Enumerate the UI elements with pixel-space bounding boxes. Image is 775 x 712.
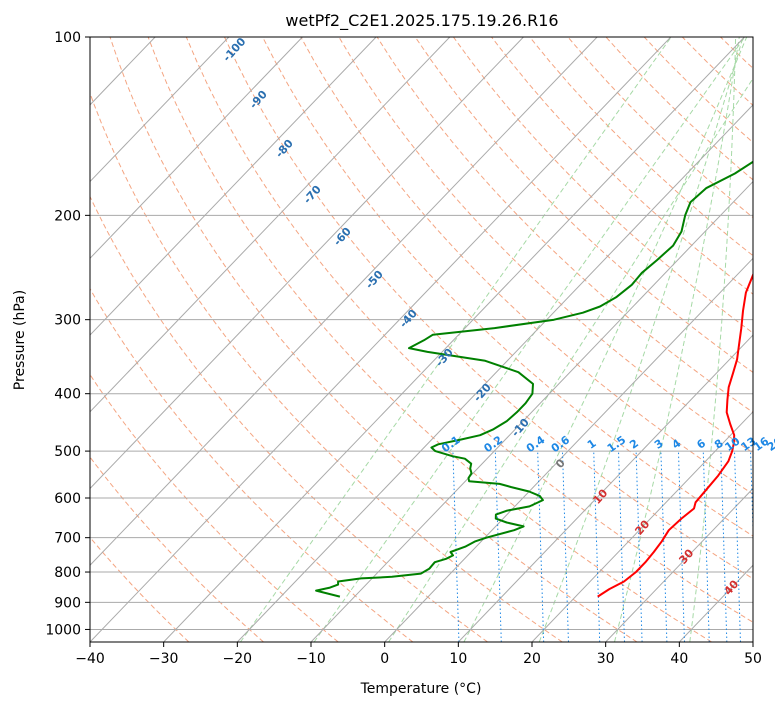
dry-adiabat-label: -40 [397, 307, 420, 331]
isotherm-line [237, 37, 775, 642]
x-tick-label: −20 [223, 651, 253, 667]
dry-adiabat-label: -60 [331, 225, 354, 249]
dry-adiabat-line [110, 37, 637, 642]
dry-adiabat-line [263, 37, 775, 642]
x-tick-label: −10 [296, 651, 326, 667]
y-tick-label: 400 [54, 387, 81, 403]
dry-adiabat-line [0, 37, 413, 642]
mixing-ratio-line [763, 451, 769, 642]
mixing-ratio-line [594, 451, 600, 642]
dry-adiabat-label: -30 [433, 346, 456, 370]
mixing-ratio-line [661, 451, 667, 642]
dry-adiabat-label: -70 [301, 183, 324, 207]
y-tick-label: 900 [54, 595, 81, 611]
mixing-ratio-label: 0.1 [439, 433, 462, 455]
dry-adiabat-line [453, 37, 775, 642]
dry-adiabat-line [721, 37, 775, 642]
background-lines [0, 37, 775, 642]
x-axis: −40 −30 −20 −10 0 10 20 30 40 50 [75, 642, 762, 667]
moist-adiabat-label: 30 [676, 546, 696, 566]
chart-title: wetPf2_C2E1.2025.175.19.26.R16 [285, 11, 558, 31]
mixing-ratio-label: 4 [670, 437, 684, 452]
moist-adiabat-line [314, 37, 745, 642]
dry-adiabat-line [0, 37, 189, 642]
isotherm-line [458, 37, 775, 642]
isotherm-line [90, 37, 671, 642]
moist-adiabat-line [240, 37, 671, 642]
mixing-ratio-label: 0.6 [549, 433, 573, 455]
x-tick-label: 50 [744, 651, 762, 667]
y-tick-label: 300 [54, 313, 81, 329]
dry-adiabat-label: -50 [363, 268, 386, 292]
moist-adiabat-line [690, 37, 736, 642]
dry-adiabat-label: -100 [220, 35, 248, 64]
dry-adiabat-line [682, 37, 775, 642]
x-tick-label: −30 [149, 651, 179, 667]
y-tick-label: 700 [54, 531, 81, 547]
data-lines [316, 37, 775, 597]
y-tick-label: 800 [54, 565, 81, 581]
x-tick-label: 10 [449, 651, 467, 667]
mixing-ratio-label: 20 [765, 434, 775, 454]
mixing-ratio-label: 0.2 [482, 433, 505, 455]
mixing-ratio-line [721, 451, 727, 642]
y-axis-label: Pressure (hPa) [12, 290, 28, 390]
isotherm-line [0, 37, 8, 642]
x-tick-label: 0 [380, 651, 389, 667]
dry-adiabat-label: -20 [471, 381, 494, 405]
mixing-ratio-label: 6 [694, 437, 708, 452]
mixing-ratio-label: 2 [627, 437, 641, 452]
isotherm-line [0, 37, 229, 642]
x-tick-label: 40 [670, 651, 688, 667]
dry-adiabat-line [0, 37, 263, 642]
y-tick-label: 100 [54, 30, 81, 46]
dry-adiabat-label: -10 [509, 416, 532, 440]
dry-adiabat-line [568, 37, 775, 642]
x-tick-label: 30 [597, 651, 615, 667]
plot-area: 0.10.20.40.611.52346810131620253036-100-… [0, 35, 775, 642]
moist-adiabat-label: 10 [590, 486, 610, 506]
mixing-ratio-line [636, 451, 642, 642]
isotherm-line [753, 37, 775, 642]
mixing-ratio-label: 1.5 [605, 433, 628, 455]
y-axis: 100 200 300 400 500 600 700 800 900 1000 [45, 30, 90, 638]
isotherm-line [0, 37, 376, 642]
mixing-ratio-line [495, 451, 501, 642]
x-tick-label: 20 [523, 651, 541, 667]
dry-adiabat-line [34, 37, 488, 642]
x-axis-label: Temperature (°C) [360, 681, 482, 697]
y-tick-label: 600 [54, 491, 81, 507]
isotherm-line [679, 37, 775, 642]
isotherm-line [0, 37, 302, 642]
moist-adiabat-line [464, 37, 747, 642]
y-tick-label: 1000 [45, 622, 81, 638]
moist-adiabat-line [539, 37, 743, 642]
mixing-ratio-label: 1 [585, 437, 599, 452]
dry-adiabat-line [759, 37, 775, 642]
isotherm-line [0, 37, 450, 642]
dewpoint-profile-line [316, 37, 775, 597]
y-tick-label: 500 [54, 444, 81, 460]
mixing-ratio-line [453, 451, 459, 642]
x-tick-label: −40 [75, 651, 105, 667]
isotherm-line [0, 37, 523, 642]
moist-adiabat-line [389, 37, 775, 642]
mixing-ratio-label: 0.4 [524, 433, 548, 455]
y-tick-label: 200 [54, 208, 81, 224]
mixing-ratio-line [679, 451, 685, 642]
